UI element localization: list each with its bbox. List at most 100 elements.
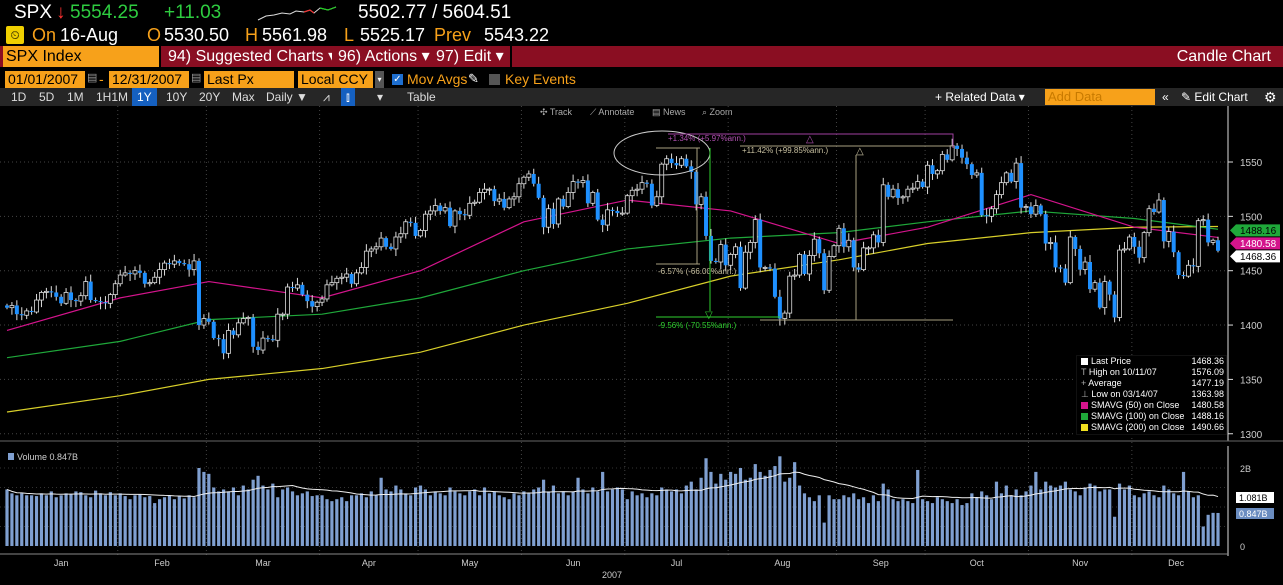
candle xyxy=(201,314,207,329)
volume-bar xyxy=(620,489,624,546)
candle xyxy=(378,232,384,251)
field-input[interactable]: Last Px xyxy=(204,71,294,88)
candle xyxy=(432,198,438,216)
volume-bar xyxy=(729,471,733,546)
legend-value: 1488.16 xyxy=(1191,411,1224,421)
volume-bar xyxy=(1088,483,1092,546)
period-max[interactable]: Max xyxy=(232,90,255,104)
volume-bar xyxy=(54,497,58,546)
table-button[interactable]: Table xyxy=(407,90,436,104)
period-20y[interactable]: 20Y xyxy=(199,90,221,104)
period-1m[interactable]: 1M xyxy=(67,90,84,104)
candle-body xyxy=(1146,208,1152,234)
candle xyxy=(418,228,423,238)
volume-bar xyxy=(497,495,501,546)
zoom-tool[interactable]: ⌕ Zoom xyxy=(702,107,733,117)
mov-avgs-checkbox[interactable]: ✓ xyxy=(392,74,403,85)
volume-bar xyxy=(655,495,659,546)
volume-bar xyxy=(960,505,964,546)
track-tool[interactable]: ✣ Track xyxy=(540,107,573,117)
candle-chart-icon[interactable]: ⫾ xyxy=(341,88,355,106)
frequency-select[interactable]: Daily ▼ xyxy=(266,90,308,104)
candle xyxy=(285,283,290,320)
security-input[interactable]: SPX Index xyxy=(3,46,161,67)
volume-bar xyxy=(1181,471,1186,546)
currency-select[interactable]: Local CCY xyxy=(298,71,373,88)
collapse-button[interactable]: « xyxy=(1162,90,1169,104)
candle-body xyxy=(344,273,350,278)
volume-bar xyxy=(1068,489,1072,546)
suggested-charts-menu[interactable]: 94) Suggested Charts ▾ xyxy=(162,46,345,67)
period-1d[interactable]: 1D xyxy=(11,90,27,104)
edit-chart-button[interactable]: ✎ Edit Chart xyxy=(1176,88,1253,106)
period-1y[interactable]: 1Y xyxy=(132,88,157,106)
gauge-icon[interactable]: ⏲ xyxy=(6,26,24,44)
volume-bar xyxy=(1039,489,1043,546)
period-10y[interactable]: 10Y xyxy=(166,90,188,104)
y-tick-label: 1550 xyxy=(1240,158,1263,169)
candle xyxy=(1023,203,1029,213)
volume-bar xyxy=(482,487,487,546)
candle-body xyxy=(24,310,30,316)
candle xyxy=(147,279,153,287)
legend-item: SMAVG (50) on Close 1480.58 xyxy=(1077,400,1226,411)
candle xyxy=(1206,213,1211,247)
candle-body xyxy=(211,321,216,339)
volume-bar xyxy=(1098,491,1102,546)
candle-body xyxy=(1003,172,1009,184)
candle xyxy=(34,293,39,314)
annotate-tool[interactable]: ⟋ Annotate xyxy=(590,107,635,117)
candle xyxy=(221,333,226,360)
last-price: 5554.25 xyxy=(70,2,139,23)
candle-body xyxy=(147,282,153,285)
candle-chart[interactable]: +1.34% (+5.97%ann.) △ +11.42% (+99.85%an… xyxy=(0,106,1283,585)
legend-marker-icon: T xyxy=(1081,367,1089,377)
candle-body xyxy=(792,274,798,277)
candle-body xyxy=(103,302,108,304)
candle-body xyxy=(98,301,103,303)
pencil-icon[interactable]: ✎ xyxy=(468,71,479,86)
calendar-icon[interactable]: ▤ xyxy=(191,72,202,84)
calendar-icon[interactable]: ▤ xyxy=(87,72,98,84)
edit-menu[interactable]: 97) Edit ▾ xyxy=(430,46,512,67)
candle xyxy=(595,188,600,222)
candle xyxy=(787,271,793,318)
volume-bar xyxy=(5,489,9,546)
candle-body xyxy=(565,192,571,207)
volume-bar xyxy=(645,497,649,546)
legend-label: High on 10/11/07 xyxy=(1088,367,1157,377)
period-1h1m[interactable]: 1H1M xyxy=(96,90,129,104)
news-tool[interactable]: ▤ News xyxy=(652,107,686,117)
gear-icon[interactable]: ⚙ xyxy=(1264,89,1277,105)
mov-avgs-label: Mov Avgs xyxy=(407,71,468,87)
chevron-down-icon[interactable]: ▾ xyxy=(377,90,384,104)
volume-bar xyxy=(108,492,112,546)
candle xyxy=(457,207,462,221)
add-data-input[interactable]: Add Data xyxy=(1045,89,1155,105)
related-data-button[interactable]: + Related Data ▾ xyxy=(935,90,1025,104)
volume-bar xyxy=(945,501,949,546)
candle xyxy=(265,335,270,342)
candles xyxy=(5,138,1220,360)
line-chart-icon[interactable]: ⩘ xyxy=(323,90,330,104)
candle-body xyxy=(1132,237,1137,247)
volume-bar xyxy=(1019,495,1023,546)
month-label: Sep xyxy=(873,558,889,568)
volume-bar xyxy=(891,499,895,546)
chevron-down-icon[interactable]: ▾ xyxy=(375,71,384,88)
candle-body xyxy=(551,208,556,224)
period-5d[interactable]: 5D xyxy=(39,90,55,104)
end-date-input[interactable]: 12/31/2007 xyxy=(109,71,189,88)
candle-body xyxy=(758,219,763,268)
candle-body xyxy=(1063,268,1068,283)
candle xyxy=(349,272,354,288)
candle xyxy=(694,170,699,211)
candle-body xyxy=(733,246,738,255)
candle xyxy=(960,144,965,164)
volume-bar xyxy=(468,491,472,546)
key-events-checkbox[interactable] xyxy=(489,74,500,85)
candle-body xyxy=(359,267,364,274)
volume-bar xyxy=(596,491,600,546)
start-date-input[interactable]: 01/01/2007 xyxy=(5,71,85,88)
actions-menu[interactable]: 96) Actions ▾ xyxy=(332,46,438,67)
